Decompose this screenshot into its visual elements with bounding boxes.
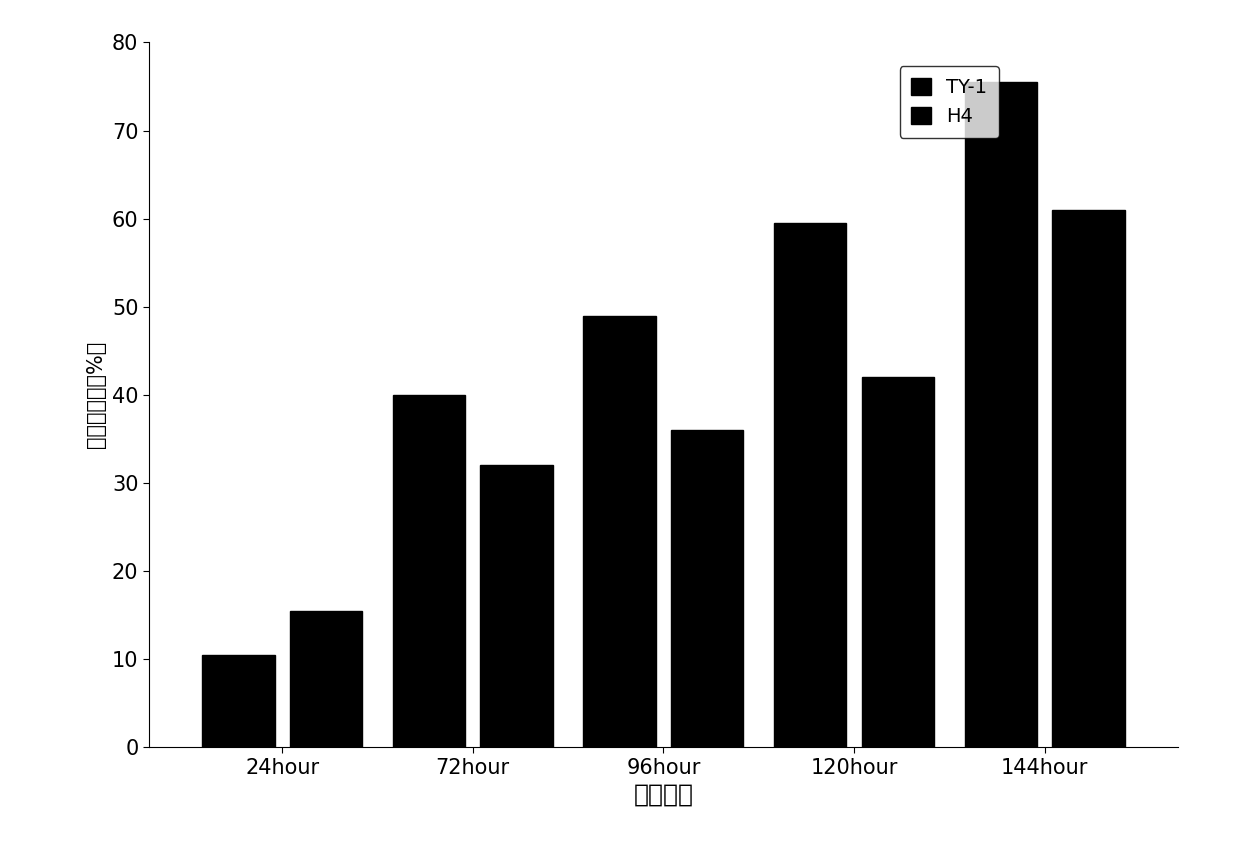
- X-axis label: 发酵时间: 发酵时间: [634, 783, 693, 807]
- Bar: [862, 377, 934, 747]
- Bar: [774, 223, 847, 747]
- Bar: [965, 82, 1037, 747]
- Bar: [480, 465, 553, 747]
- Bar: [1053, 210, 1125, 747]
- Bar: [290, 610, 362, 747]
- Y-axis label: 秸秵分解率（%）: 秸秵分解率（%）: [87, 341, 107, 448]
- Bar: [393, 395, 465, 747]
- Bar: [202, 655, 274, 747]
- Bar: [671, 430, 744, 747]
- Bar: [583, 316, 656, 747]
- Legend: TY-1, H4: TY-1, H4: [899, 66, 999, 138]
